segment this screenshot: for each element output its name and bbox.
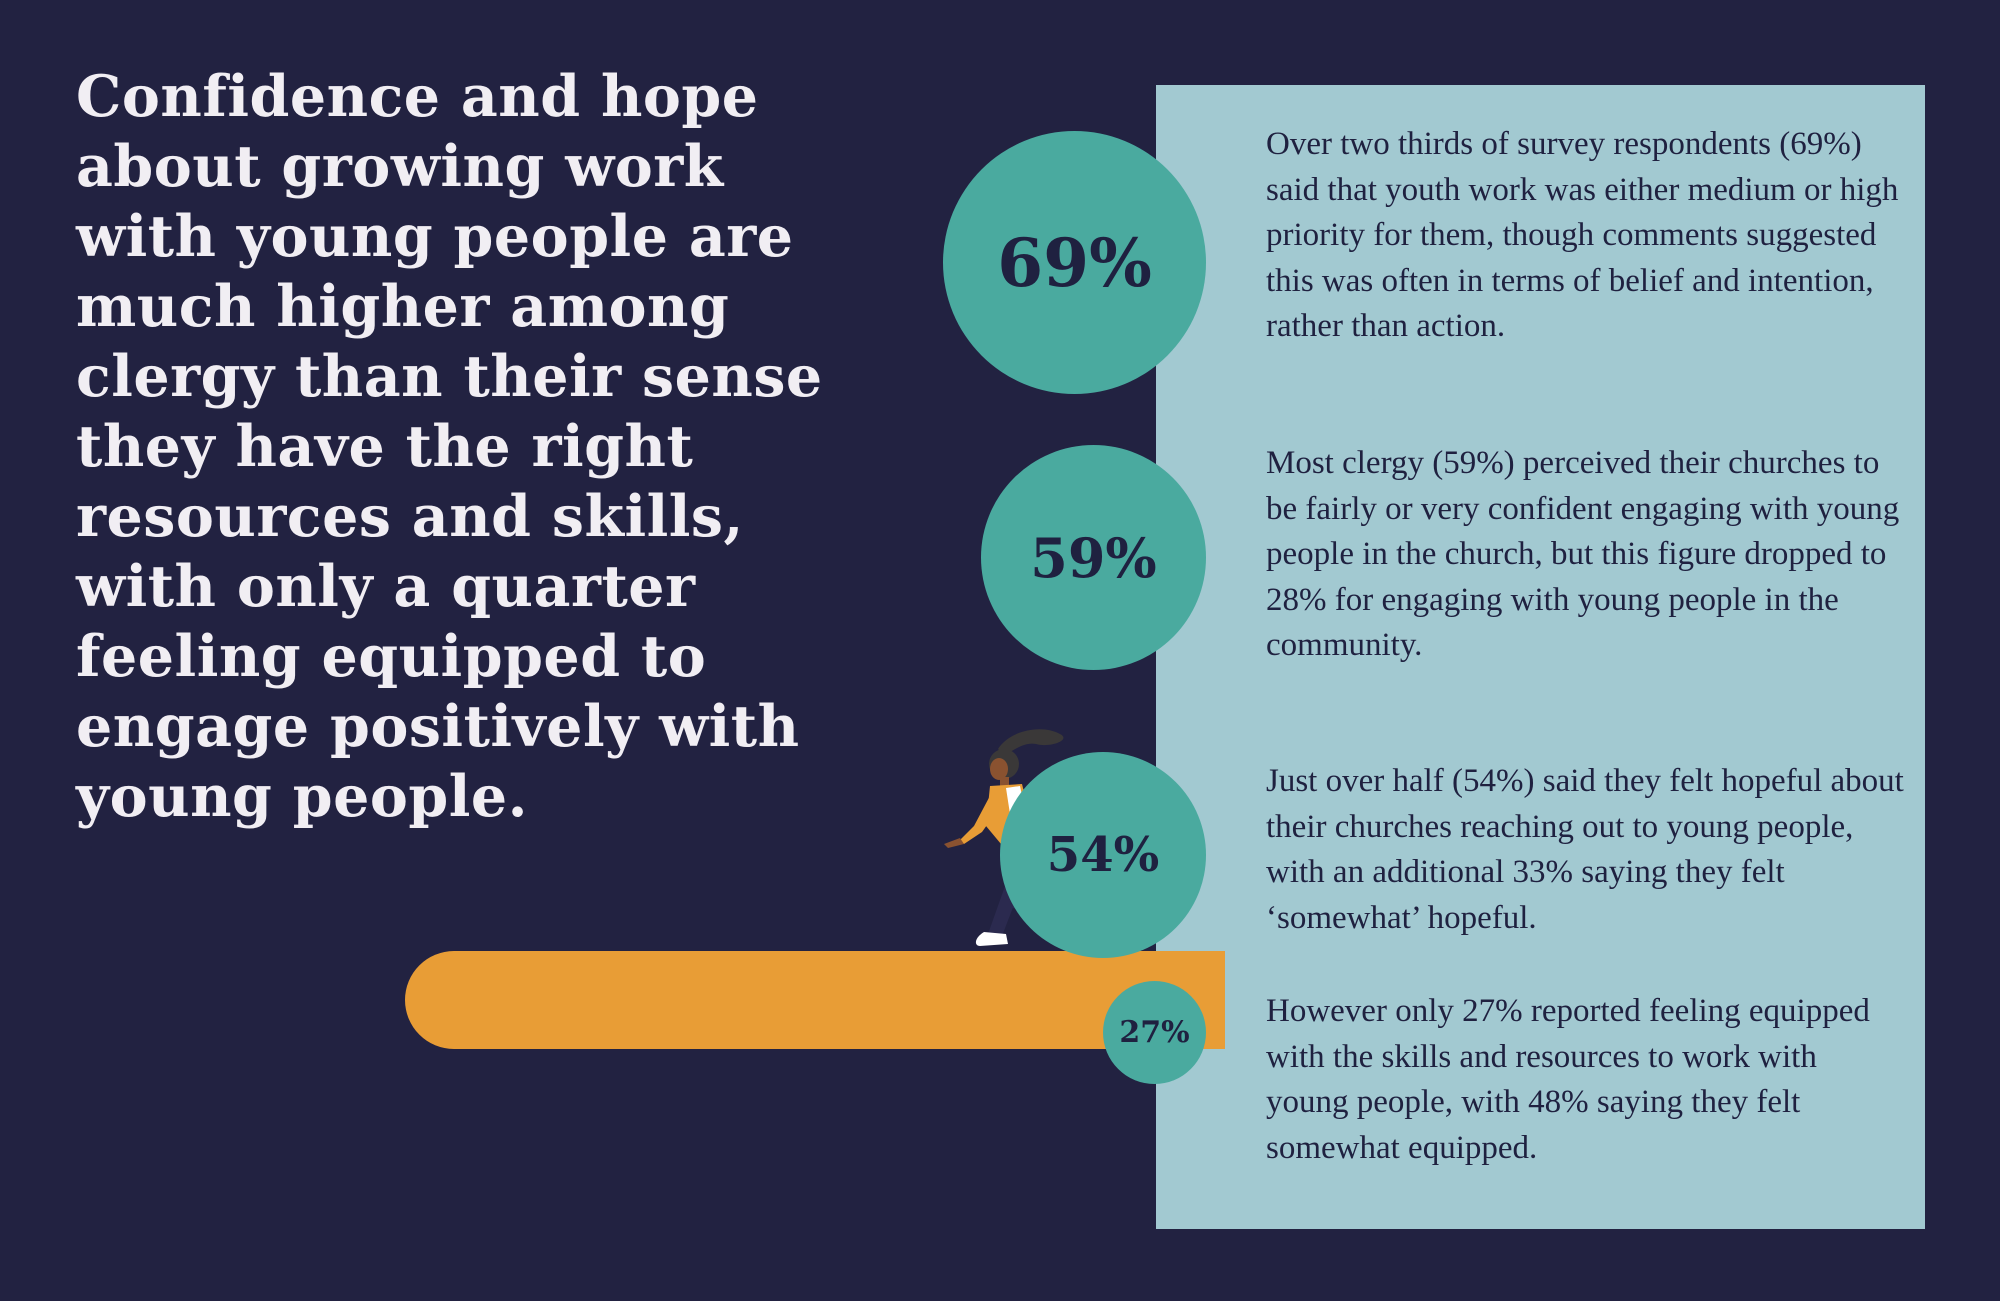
stat-text-59: Most clergy (59%) perceived their church… xyxy=(1266,445,1900,663)
stat-circle-27: 27% xyxy=(1103,981,1206,1084)
stat-text-69: Over two thirds of survey respondents (6… xyxy=(1266,126,1899,344)
stat-circle-59: 59% xyxy=(981,445,1206,670)
stat-text-54: Just over half (54%) said they felt hope… xyxy=(1266,763,1904,936)
stats-panel xyxy=(1156,85,1925,1229)
stat-circle-54: 54% xyxy=(1000,752,1206,958)
headline: Confidence and hope about growing work w… xyxy=(76,63,823,830)
stat-circle-69: 69% xyxy=(943,131,1206,394)
orange-progress-bar xyxy=(405,951,1225,1049)
stat-text-27: However only 27% reported feeling equipp… xyxy=(1266,993,1870,1166)
